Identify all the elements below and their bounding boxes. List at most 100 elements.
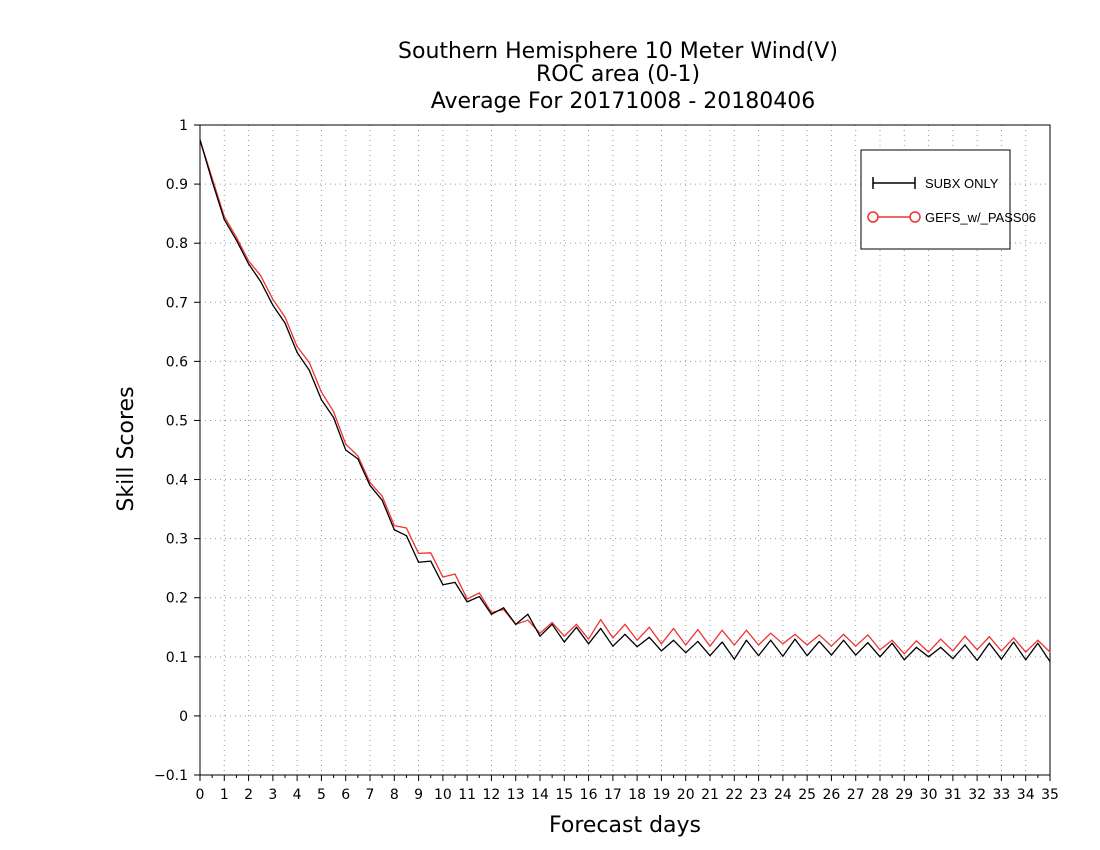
- data-point-subx-only-42: [709, 655, 711, 657]
- data-point-subx-only-32: [587, 643, 590, 645]
- x-tick-label-9: 9: [414, 787, 423, 803]
- x-tick-label-15: 15: [555, 787, 573, 803]
- x-tick-label-29: 29: [895, 787, 913, 803]
- data-point-subx-only-55: [867, 642, 869, 644]
- data-point-gefs-pass06-63: [964, 635, 966, 637]
- data-point-gefs-pass06-60: [927, 651, 930, 653]
- data-point-gefs-pass06-13: [357, 455, 359, 457]
- data-point-subx-only-69: [1037, 642, 1039, 644]
- data-point-subx-only-16: [393, 529, 395, 531]
- series-layer: [199, 139, 1051, 663]
- data-point-subx-only-44: [733, 658, 735, 660]
- y-axis-label: Skill Scores: [114, 386, 139, 511]
- x-tick-label-26: 26: [823, 787, 841, 803]
- grid: [200, 125, 1050, 775]
- x-tick-label-13: 13: [507, 787, 525, 803]
- data-point-gefs-pass06-34: [612, 637, 614, 639]
- data-point-subx-only-33: [600, 627, 602, 630]
- data-point-subx-only-26: [515, 623, 517, 625]
- x-tick-label-14: 14: [531, 787, 549, 803]
- data-point-gefs-pass06-41: [697, 629, 699, 631]
- data-point-subx-only-5: [260, 280, 262, 283]
- data-point-subx-only-13: [357, 458, 359, 460]
- data-point-gefs-pass06-61: [940, 638, 942, 640]
- data-point-subx-only-8: [296, 351, 298, 354]
- data-point-subx-only-29: [551, 623, 553, 625]
- x-tick-label-28: 28: [871, 787, 889, 803]
- x-tick-label-25: 25: [798, 787, 816, 803]
- x-tick-label-8: 8: [390, 787, 399, 803]
- data-point-subx-only-60: [927, 656, 930, 658]
- data-point-gefs-pass06-12: [345, 443, 347, 445]
- data-point-subx-only-48: [782, 655, 784, 657]
- data-point-subx-only-47: [770, 639, 772, 641]
- data-point-gefs-pass06-52: [830, 645, 833, 647]
- x-tick-label-32: 32: [968, 787, 986, 803]
- data-point-gefs-pass06-54: [855, 645, 857, 647]
- data-point-gefs-pass06-11: [332, 410, 335, 413]
- y-tick-label-1: 0: [179, 709, 188, 725]
- data-point-subx-only-66: [1000, 658, 1003, 660]
- x-tick-label-23: 23: [750, 787, 768, 803]
- data-point-subx-only-7: [284, 322, 286, 324]
- data-point-subx-only-56: [879, 656, 881, 658]
- data-point-subx-only-11: [332, 416, 335, 419]
- x-tick-label-27: 27: [847, 787, 865, 803]
- data-point-gefs-pass06-35: [624, 623, 626, 625]
- data-point-gefs-pass06-49: [794, 633, 796, 635]
- data-point-gefs-pass06-43: [721, 629, 723, 631]
- x-tick-label-4: 4: [293, 787, 302, 803]
- data-point-subx-only-27: [527, 613, 529, 615]
- x-tick-label-18: 18: [628, 787, 646, 803]
- data-point-subx-only-38: [660, 650, 663, 652]
- x-tick-label-31: 31: [944, 787, 962, 803]
- data-point-gefs-pass06-47: [770, 632, 772, 634]
- data-point-gefs-pass06-67: [1012, 637, 1015, 639]
- data-point-gefs-pass06-46: [757, 644, 760, 646]
- data-point-gefs-pass06-27: [527, 619, 529, 621]
- x-axis-label: Forecast days: [549, 813, 701, 838]
- data-point-gefs-pass06-4: [247, 260, 250, 262]
- data-point-subx-only-12: [345, 449, 347, 451]
- data-point-subx-only-24: [490, 613, 493, 615]
- data-point-gefs-pass06-69: [1037, 639, 1039, 641]
- axes: 0 1 2 3 4 5 6 7 8 9 10 11 12 13 14 15 16 17 18 19 20 21 22 23 24…: [154, 118, 1059, 803]
- data-point-gefs-pass06-23: [478, 592, 480, 594]
- data-point-gefs-pass06-42: [709, 645, 711, 647]
- data-point-gefs-pass06-20: [442, 576, 444, 578]
- data-point-gefs-pass06-17: [405, 527, 408, 529]
- data-point-subx-only-61: [940, 646, 942, 648]
- data-point-subx-only-1: [211, 180, 213, 182]
- data-point-gefs-pass06-40: [685, 644, 687, 646]
- data-point-gefs-pass06-53: [842, 633, 845, 635]
- chart-title-line-3: Average For 20171008 - 20180406: [431, 89, 816, 114]
- data-point-gefs-pass06-55: [867, 634, 869, 636]
- data-point-gefs-pass06-57: [891, 639, 893, 641]
- data-point-subx-only-53: [842, 639, 845, 641]
- y-tick-label-2: 0.1: [166, 650, 188, 666]
- data-point-subx-only-54: [855, 654, 857, 656]
- data-point-gefs-pass06-3: [235, 236, 238, 238]
- data-point-subx-only-3: [235, 239, 238, 241]
- x-tick-label-10: 10: [434, 787, 452, 803]
- x-tick-label-35: 35: [1041, 787, 1059, 803]
- data-point-subx-only-68: [1025, 659, 1027, 661]
- data-point-subx-only-65: [988, 642, 990, 644]
- data-point-subx-only-51: [818, 640, 820, 643]
- data-point-gefs-pass06-58: [903, 653, 905, 655]
- data-point-gefs-pass06-39: [672, 627, 675, 630]
- data-point-gefs-pass06-21: [454, 573, 456, 575]
- x-tick-label-34: 34: [1017, 787, 1035, 803]
- data-point-gefs-pass06-51: [818, 634, 820, 636]
- data-point-subx-only-64: [976, 659, 978, 661]
- legend-swatch-gefs-marker-left: [867, 211, 879, 223]
- data-point-gefs-pass06-50: [806, 644, 808, 646]
- legend-label-subx: SUBX ONLY: [925, 176, 999, 191]
- data-point-subx-only-67: [1012, 641, 1015, 643]
- data-point-subx-only-14: [369, 484, 371, 487]
- data-point-subx-only-31: [575, 626, 578, 628]
- data-point-gefs-pass06-70: [1049, 651, 1051, 653]
- chart-title-line-2: ROC area (0-1): [536, 62, 700, 87]
- data-point-gefs-pass06-30: [563, 635, 565, 637]
- data-point-subx-only-22: [466, 601, 468, 603]
